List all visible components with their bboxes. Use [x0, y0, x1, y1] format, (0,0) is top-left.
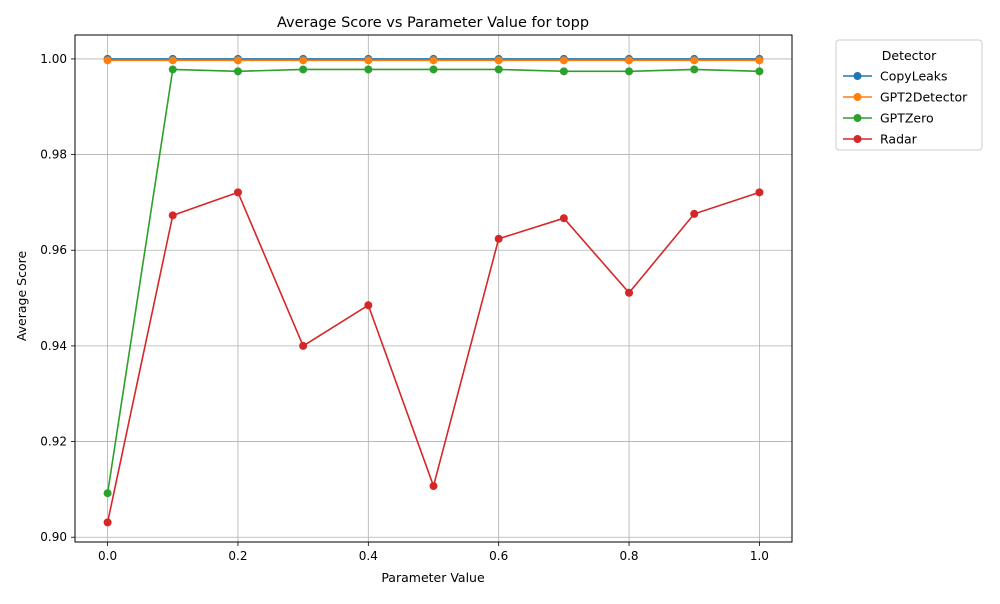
legend-item-gpt2detector: GPT2Detector: [843, 90, 968, 105]
data-point-gpt2detector: [103, 56, 112, 65]
legend-box: [835, 39, 983, 151]
legend-marker: [853, 114, 862, 122]
x-tick-label: 0.0: [98, 549, 117, 563]
data-point-gpt2detector: [364, 56, 373, 65]
data-point-gpt2detector: [299, 56, 308, 65]
data-point-gpt2detector: [559, 56, 568, 65]
data-point-radar: [559, 214, 568, 223]
plot-frame: [74, 34, 793, 543]
legend-items: CopyLeaks GPT2Detector GPTZero Radar: [843, 69, 968, 147]
data-point-gpt2detector: [755, 56, 764, 65]
data-point-gptzero: [233, 67, 242, 76]
data-point-gptzero: [103, 489, 112, 498]
data-point-radar: [429, 482, 438, 491]
data-point-gptzero: [755, 67, 764, 76]
legend-item-radar: Radar: [843, 132, 918, 147]
data-point-gptzero: [690, 65, 699, 74]
data-point-gpt2detector: [690, 56, 699, 65]
y-axis-label: Average Score: [14, 251, 29, 342]
data-point-radar: [299, 341, 308, 350]
data-point-radar: [233, 188, 242, 197]
y-tick-label: 0.94: [40, 339, 67, 353]
legend-label: CopyLeaks: [880, 69, 948, 84]
legend-marker: [853, 135, 862, 143]
y-tick-label: 0.96: [40, 243, 67, 257]
data-point-gptzero: [168, 65, 177, 74]
data-point-radar: [494, 234, 503, 243]
axis-ticks: 0.0 0.2 0.4 0.6 0.8 1.0 0.90 0.92 0.94 0.96 0.98 1.…: [40, 52, 769, 563]
legend-marker: [853, 93, 862, 101]
x-tick-label: 0.2: [228, 549, 247, 563]
data-point-gptzero: [299, 65, 308, 74]
y-tick-label: 0.92: [40, 435, 67, 449]
x-tick-label: 0.4: [359, 549, 378, 563]
legend-label: GPT2Detector: [880, 90, 968, 105]
data-point-radar: [168, 211, 177, 220]
legend-marker: [853, 72, 862, 80]
data-point-gptzero: [625, 67, 634, 76]
data-point-gptzero: [364, 65, 373, 74]
data-point-gptzero: [494, 65, 503, 74]
legend-item-copyleaks: CopyLeaks: [843, 69, 948, 84]
y-tick-label: 1.00: [40, 52, 67, 66]
grid: [75, 35, 792, 542]
legend: Detector CopyLeaks GPT2Detector GPTZero Rad…: [835, 39, 983, 151]
data-point-gpt2detector: [625, 56, 634, 65]
x-tick-label: 0.8: [619, 549, 638, 563]
y-tick-label: 0.98: [40, 148, 67, 162]
data-point-radar: [103, 518, 112, 527]
legend-item-gptzero: GPTZero: [843, 111, 934, 126]
series-gpt2detector: [103, 56, 764, 65]
data-point-gptzero: [559, 67, 568, 76]
chart-title: Average Score vs Parameter Value for top…: [277, 15, 589, 31]
series-radar: [103, 188, 764, 527]
series-group: [103, 54, 764, 527]
plot-area: [75, 35, 792, 542]
data-point-radar: [755, 188, 764, 197]
data-point-gptzero: [429, 65, 438, 74]
data-point-radar: [364, 301, 373, 310]
legend-label: Radar: [880, 132, 918, 147]
data-point-gpt2detector: [494, 56, 503, 65]
legend-label: GPTZero: [880, 111, 934, 126]
data-point-gpt2detector: [168, 56, 177, 65]
data-point-gpt2detector: [233, 56, 242, 65]
data-point-radar: [690, 209, 699, 218]
x-axis-label: Parameter Value: [381, 570, 485, 585]
series-gptzero: [103, 65, 764, 498]
data-point-radar: [625, 288, 634, 297]
x-tick-label: 1.0: [750, 549, 769, 563]
legend-title: Detector: [882, 48, 937, 63]
y-tick-label: 0.90: [40, 530, 67, 544]
x-tick-label: 0.6: [489, 549, 508, 563]
data-point-gpt2detector: [429, 56, 438, 65]
